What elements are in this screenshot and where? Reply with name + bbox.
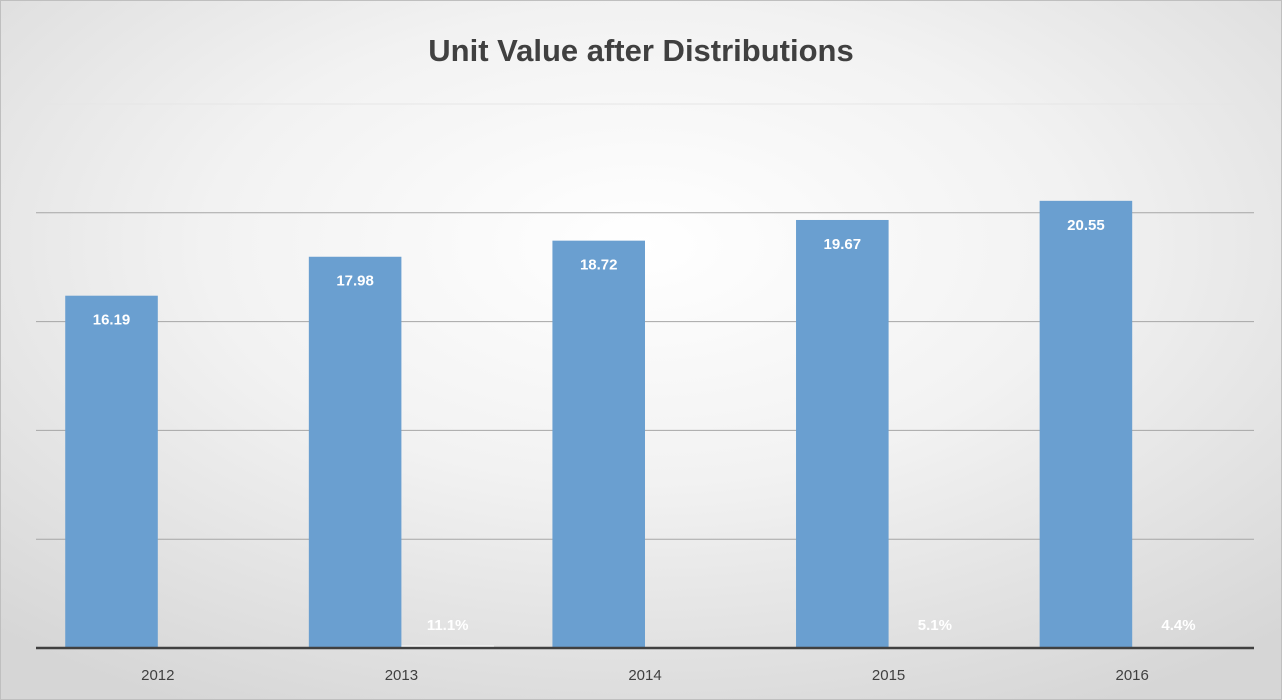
data-label: 17.98 bbox=[336, 273, 374, 290]
x-tick-label: 2015 bbox=[872, 667, 905, 684]
bar bbox=[65, 295, 158, 648]
bar bbox=[796, 219, 889, 648]
data-label: 18.72 bbox=[580, 257, 618, 274]
x-tick-label: 2012 bbox=[141, 667, 174, 684]
x-tick-label: 2016 bbox=[1116, 667, 1149, 684]
data-label: 11.1% bbox=[427, 617, 469, 634]
data-label: 16.19 bbox=[93, 312, 131, 329]
chart-title: Unit Value after Distributions bbox=[428, 33, 853, 68]
data-label: 5.1% bbox=[918, 617, 952, 634]
x-tick-label: 2014 bbox=[628, 667, 661, 684]
data-label: 20.55 bbox=[1067, 217, 1105, 234]
x-tick-label: 2013 bbox=[385, 667, 418, 684]
bar bbox=[552, 240, 645, 648]
bar bbox=[308, 256, 402, 648]
bar bbox=[1039, 200, 1133, 648]
data-label: 4.4% bbox=[1161, 617, 1195, 634]
data-label: 19.67 bbox=[824, 236, 862, 253]
